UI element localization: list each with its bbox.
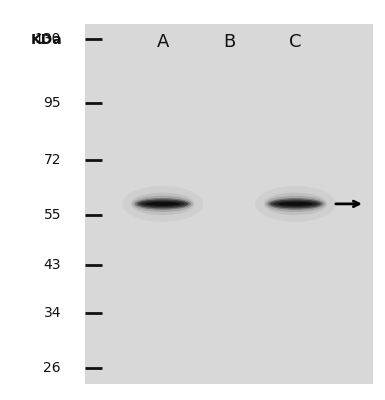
Text: 43: 43 [44,258,61,272]
Text: 130: 130 [35,32,61,46]
Ellipse shape [145,202,180,206]
Text: 26: 26 [44,361,61,375]
Ellipse shape [141,201,185,207]
Ellipse shape [268,198,323,210]
Text: 95: 95 [44,96,61,110]
Text: 55: 55 [44,208,61,222]
Text: KDa: KDa [31,33,62,47]
Text: B: B [223,33,235,51]
Text: A: A [156,33,169,51]
Ellipse shape [137,199,188,208]
Ellipse shape [255,186,336,222]
Text: C: C [289,33,302,51]
Ellipse shape [131,193,194,215]
Ellipse shape [278,202,313,206]
Ellipse shape [265,196,326,212]
Ellipse shape [264,193,327,215]
Text: 72: 72 [44,153,61,167]
Ellipse shape [270,199,321,208]
Ellipse shape [132,196,193,212]
Ellipse shape [135,198,191,210]
Ellipse shape [273,201,318,207]
Text: 34: 34 [44,306,61,320]
Ellipse shape [122,186,203,222]
